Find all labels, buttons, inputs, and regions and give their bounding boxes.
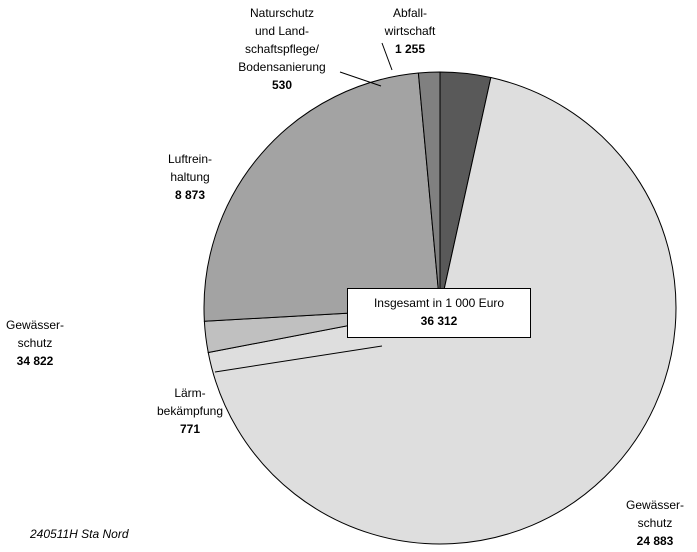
total-label: Insgesamt in 1 000 Euro: [373, 296, 505, 310]
label-gewaesser-line-2: schutz: [637, 516, 673, 530]
label-luft-line-2: haltung: [170, 170, 210, 184]
label-naturschutz-line-1: Naturschutz: [249, 6, 315, 20]
leader-line-0: [339, 71, 382, 87]
label-abfall-line-1: Abfall-: [392, 6, 427, 20]
label-side-value: 34 822: [16, 354, 54, 368]
pie-slice-4: [417, 71, 441, 309]
label-luftreinhaltung: Luftrein- haltung 8 873: [140, 150, 240, 204]
label-abfallwirtschaft: Abfall- wirtschaft 1 255: [360, 4, 460, 58]
label-laerm-line-1: Lärm-: [174, 386, 206, 400]
label-naturschutz-line-3: schaftspflege/: [244, 42, 320, 56]
label-laerm-line-2: bekämpfung: [156, 404, 224, 418]
source-footnote: 240511H Sta Nord: [30, 527, 129, 541]
label-luft-value: 8 873: [174, 188, 206, 202]
label-naturschutz: Naturschutz und Land- schaftspflege/ Bod…: [222, 4, 342, 94]
label-luft-line-1: Luftrein-: [167, 152, 213, 166]
label-side-line-1: Gewässer-: [5, 318, 64, 332]
label-gewaesserschutz: Gewässer- schutz 24 883: [615, 496, 695, 550]
label-naturschutz-line-2: und Land-: [254, 24, 310, 38]
label-abfall-line-2: wirtschaft: [384, 24, 436, 38]
label-gewaesserschutz-side: Gewässer- schutz 34 822: [0, 316, 70, 370]
leader-line-1: [381, 42, 393, 71]
label-gewaesser-value: 24 883: [636, 534, 674, 548]
total-value: 36 312: [420, 314, 458, 328]
label-laermbekaempfung: Lärm- bekämpfung 771: [140, 384, 240, 438]
pie-slice-3: [203, 72, 441, 322]
label-gewaesser-line-1: Gewässer-: [625, 498, 684, 512]
leader-line-2: [214, 345, 383, 373]
label-abfall-value: 1 255: [394, 42, 426, 56]
label-laerm-value: 771: [179, 422, 201, 436]
total-box: Insgesamt in 1 000 Euro 36 312: [347, 288, 531, 338]
label-naturschutz-value: 530: [271, 78, 293, 92]
label-side-line-2: schutz: [17, 336, 53, 350]
label-naturschutz-line-4: Bodensanierung: [238, 60, 326, 74]
